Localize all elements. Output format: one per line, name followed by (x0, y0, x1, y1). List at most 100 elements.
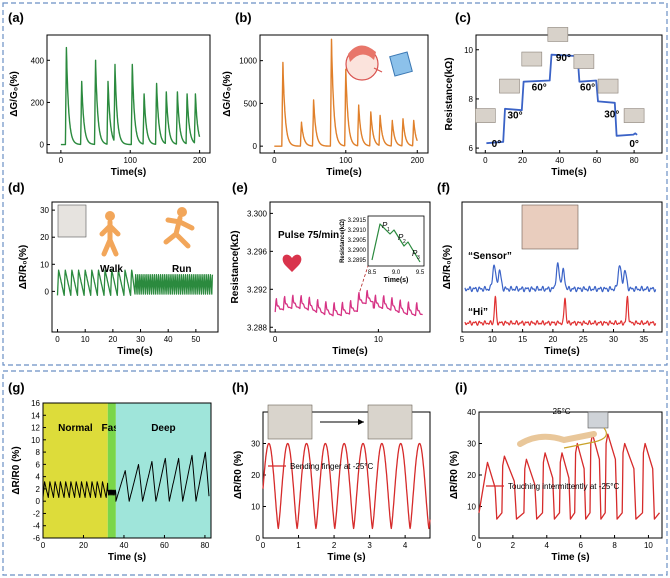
series-line-0 (464, 262, 657, 293)
run-label: Run (172, 264, 191, 275)
x-axis-label: Time(s) (117, 346, 152, 357)
series-line (56, 269, 214, 297)
panel-i-chart: 0 2 4 6 8 10 0 10 20 30 40 Time (s) ΔR/R0 (%) (i) Touc… (449, 380, 663, 563)
series-label-1: “Hi” (468, 307, 488, 318)
plot-frame (259, 34, 429, 154)
y-tick-label: 0 (256, 534, 261, 543)
panel-b-chart: 0 100 200 0 500 1000 Time(s) ΔG/G₀(%) (b) (222, 10, 429, 178)
panel-label: (b) (235, 10, 252, 25)
y-axis-label: ΔR/R0 (%) (233, 451, 244, 499)
y-tick-label: 12 (31, 424, 40, 433)
panel-label: (e) (232, 180, 248, 195)
inset-x-tick: 9.5 (416, 270, 425, 276)
y-tick-label: 0 (40, 141, 45, 150)
y-tick-label: 40 (467, 408, 476, 417)
region-label: Deep (151, 423, 175, 434)
y-tick-label: 10 (40, 260, 49, 269)
angle-label: 0° (629, 139, 639, 150)
inset-peak-sub: 3 (417, 255, 420, 261)
inset-chart: 8.5 9.0 9.5 3.2915 3.2910 3.2905 3.2900 3.2895 T… (340, 215, 425, 284)
panel-label: (c) (455, 10, 471, 25)
x-tick-label: 200 (411, 156, 425, 165)
y-axis-label: Resistance(kΩ) (230, 230, 241, 303)
x-tick-label: 30 (136, 335, 145, 344)
x-tick-label: 30 (609, 335, 618, 344)
y-tick-label: 3.300 (247, 209, 268, 218)
y-axis-label: ΔR/R0 (%) (449, 451, 460, 499)
x-tick-label: 5 (460, 335, 465, 344)
y-tick-label: -4 (33, 522, 41, 531)
y-tick-label: 10 (467, 503, 476, 512)
inset-y-label: Resistance(kΩ) (340, 219, 346, 263)
finger-photo (499, 78, 520, 94)
inset-y-tick: 3.2900 (348, 248, 367, 254)
region-deep (115, 403, 211, 538)
wire-icon (563, 427, 607, 449)
hair-icon (348, 45, 376, 62)
inset-y-tick: 3.2905 (348, 238, 367, 244)
inset-frame (367, 215, 425, 267)
series-line-1 (464, 295, 657, 326)
angle-label: 30° (507, 111, 522, 122)
panel-c-chart: 0 20 40 60 80 6 8 10 Time(s) Resistance(kΩ) (c) 0° 3… (444, 10, 663, 178)
y-tick-label: 3.288 (247, 323, 268, 332)
panel-g-chart: Normal Fast Deep 0 20 40 60 80 -6 -4 -2 0 2 4 6 8 10 12 14… (8, 380, 212, 563)
x-axis-label: Time(s) (111, 167, 146, 178)
x-tick-label: 2 (332, 541, 337, 550)
inset-peak-label: P (412, 249, 418, 258)
y-tick-label: 10 (31, 436, 40, 445)
angle-label: 60° (532, 82, 547, 93)
top-frame (2, 2, 668, 366)
y-tick-label: 400 (31, 56, 45, 65)
angle-label: 60° (580, 82, 595, 93)
y-tick-label: 0 (45, 287, 50, 296)
panel-label: (f) (437, 180, 450, 195)
finger-photo (597, 78, 619, 94)
x-axis-label: Time(s) (332, 346, 367, 357)
x-tick-label: 20 (108, 335, 117, 344)
x-tick-label: 10 (374, 335, 383, 344)
x-axis-label: Time (s) (551, 552, 589, 563)
bottom-frame (2, 370, 668, 576)
series-label-0: “Sensor” (468, 251, 512, 262)
x-tick-label: 4 (545, 541, 550, 550)
y-tick-label: 0 (36, 497, 41, 506)
x-tick-label: 10 (81, 335, 90, 344)
x-tick-label: 15 (518, 335, 527, 344)
y-tick-label: 20 (467, 471, 476, 480)
x-tick-label: 60 (160, 541, 169, 550)
y-tick-label: -2 (33, 509, 41, 518)
y-axis-label: ΔG/G₀(%) (9, 71, 20, 117)
finger-photo (547, 27, 569, 42)
y-tick-label: 200 (31, 98, 45, 107)
x-tick-label: 25 (579, 335, 588, 344)
run-icon (163, 207, 195, 249)
x-tick-label: 50 (191, 335, 200, 344)
inset-line (371, 223, 421, 263)
plot-frame (46, 34, 211, 154)
x-tick-label: 100 (339, 156, 353, 165)
series-line (60, 46, 201, 146)
x-tick-label: 0 (55, 335, 60, 344)
x-tick-label: 3 (367, 541, 372, 550)
x-tick-label: 20 (518, 156, 527, 165)
y-tick-label: 20 (251, 471, 260, 480)
legend-text: Touching intermittently at -25°C (508, 482, 619, 491)
y-axis-label: ΔR/R₀(%) (442, 245, 453, 289)
x-tick-label: 2 (511, 541, 516, 550)
x-axis-label: Time(s) (551, 167, 586, 178)
y-tick-label: 10 (464, 46, 473, 55)
inset-y-tick: 3.2915 (348, 218, 367, 224)
panel-label: (h) (232, 380, 249, 395)
x-axis-label: Time (s) (108, 552, 146, 563)
y-tick-label: 6 (469, 144, 474, 153)
x-tick-label: 0 (261, 541, 266, 550)
x-tick-label: 60 (592, 156, 601, 165)
x-tick-label: 80 (630, 156, 639, 165)
inset-y-tick: 3.2895 (348, 258, 367, 264)
panel-label: (i) (455, 380, 467, 395)
y-tick-label: 8 (36, 448, 41, 457)
y-tick-label: 6 (36, 460, 41, 469)
pulse-label: Pulse 75/min (278, 230, 339, 241)
y-tick-label: 20 (40, 233, 49, 242)
